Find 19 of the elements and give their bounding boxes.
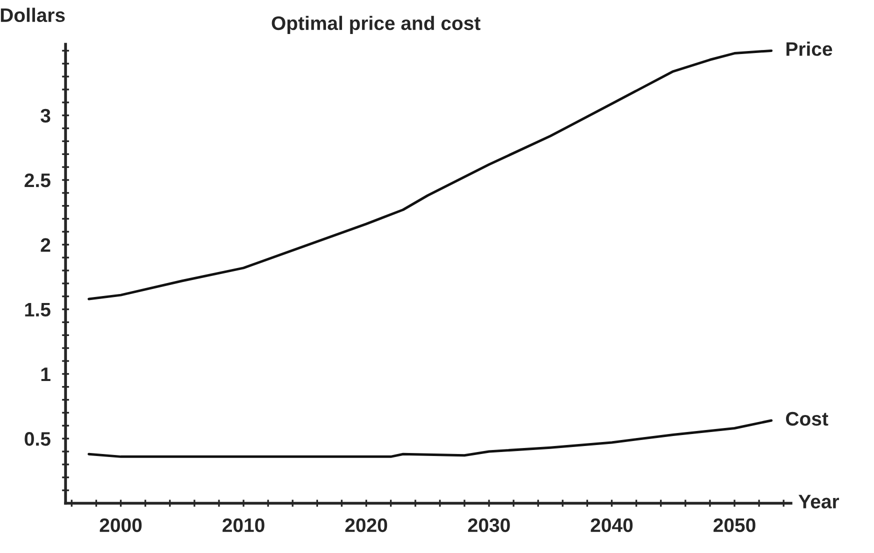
line-series	[88, 419, 773, 458]
line-series	[88, 49, 773, 300]
y-tick-label: 2.5	[24, 173, 50, 188]
x-tick-label: 2000	[100, 518, 142, 532]
y-tick-label: 1	[41, 368, 50, 381]
y-tick-label: 3	[40, 108, 50, 123]
y-tick-label: 1.5	[25, 302, 50, 317]
series-label: Price	[786, 42, 832, 56]
x-tick-label: 2010	[222, 518, 264, 532]
x-tick-label: 2050	[714, 518, 756, 532]
x-tick-label: 2020	[345, 518, 388, 532]
y-axis-title: Dollars	[0, 8, 65, 22]
series-label: Cost	[786, 412, 828, 426]
y-tick-label: 0.5	[24, 432, 50, 446]
x-axis-title: Year	[798, 494, 840, 508]
x-tick-label: 2040	[590, 518, 633, 532]
y-tick-label: 2	[40, 238, 50, 252]
chart-title: Optimal price and cost	[272, 16, 480, 34]
x-tick-label: 2030	[468, 518, 510, 532]
